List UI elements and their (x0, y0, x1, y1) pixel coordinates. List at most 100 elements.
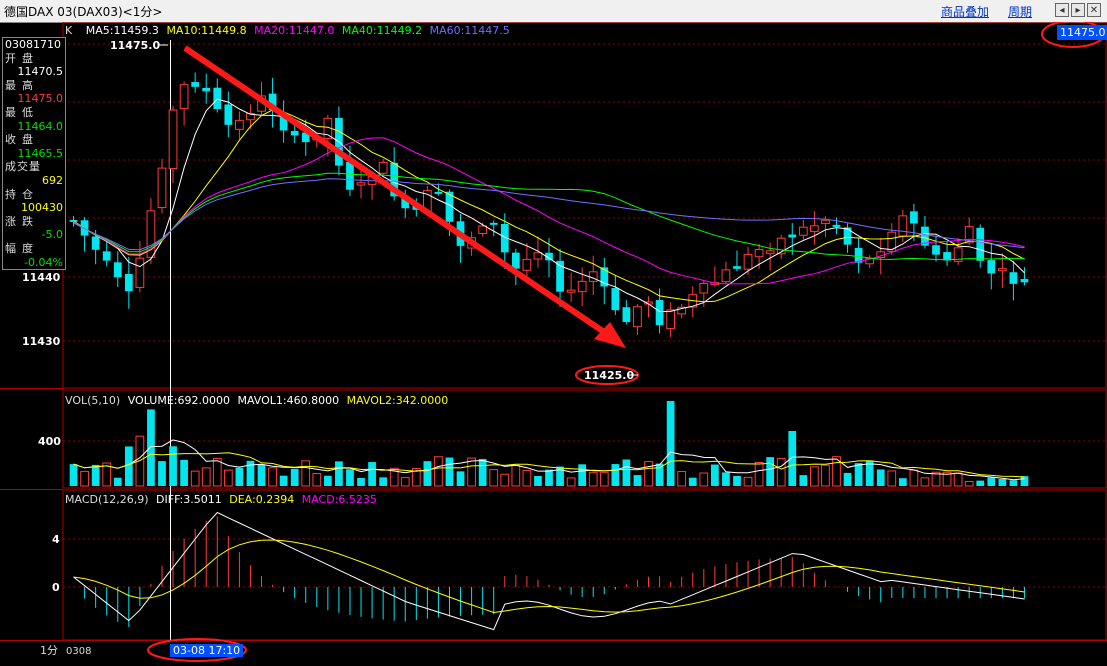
diff-line (73, 511, 1025, 631)
macd-y-tick-4: 4 (52, 533, 60, 546)
candle-body (821, 219, 830, 225)
volume-bar (212, 457, 222, 487)
volume-bar (500, 473, 510, 487)
prev-button[interactable]: ◂ (1055, 3, 1069, 17)
candle-body (135, 257, 145, 288)
candle (146, 198, 156, 264)
kline-chart[interactable]: 11475.0 11425.0 K MA5:11459.3 MA10:11449… (0, 22, 1107, 666)
candle-body (168, 109, 178, 170)
volume-bar (411, 468, 421, 487)
volume-panel-label: VOL(5,10) (65, 394, 120, 407)
candle (335, 106, 343, 176)
candle (721, 261, 731, 285)
volume-bar (1009, 480, 1018, 486)
macd-panel-label: MACD(12,26,9) (65, 493, 149, 506)
volume-bar (666, 401, 675, 486)
candle-body (511, 252, 520, 269)
close-button[interactable]: ✕ (1087, 3, 1101, 17)
candle (765, 242, 775, 271)
volume-bar (987, 477, 996, 486)
overlay-menu-link[interactable]: 商品叠加 (941, 5, 990, 19)
candle (810, 211, 819, 245)
candle (843, 223, 852, 253)
candle-body (246, 113, 255, 121)
volume-bar (346, 469, 354, 486)
candle (633, 304, 642, 335)
grid-lines (63, 43, 1106, 588)
next-button[interactable]: ▸ (1071, 3, 1085, 17)
candle-body (953, 247, 963, 262)
candle-body (622, 307, 631, 323)
volume-bar (357, 477, 365, 486)
candle (1020, 267, 1029, 286)
volume-bar (566, 477, 576, 487)
svg-text:K MA5:11459.3 MA10:114: K MA5:11459.3 MA10:11449.8 MA20:11447.0 … (65, 24, 510, 37)
cursor-time-badge: 03-08 17:10 (170, 644, 244, 657)
volume-bar (931, 471, 941, 487)
candle (622, 300, 631, 325)
candle-body (224, 104, 233, 125)
volume-bar (887, 470, 897, 487)
volume-bar (423, 461, 432, 486)
volume-bar (722, 472, 730, 486)
volume-bar (843, 472, 852, 486)
close-value: 11465.5 (17, 146, 64, 160)
candle (113, 251, 122, 288)
ma40-legend: MA40:11449.2 (342, 24, 422, 37)
info-box: 03081710 开盘 11470.5 最高 11475.0 最低 11464.… (2, 37, 66, 271)
volume-bar (733, 475, 741, 486)
volume-bar (854, 463, 863, 486)
volume-bar (556, 466, 564, 486)
candle (798, 220, 808, 240)
candle-body (191, 82, 200, 87)
candle (743, 246, 753, 275)
candle-body (401, 196, 410, 209)
y-tick-11430: 11430 (22, 335, 61, 348)
candle (80, 217, 89, 252)
info-time: 03081710 (5, 38, 61, 51)
candle-body (655, 300, 664, 326)
candle-body (378, 161, 388, 174)
ma10-legend: MA10:11449.8 (166, 24, 246, 37)
candle-body (500, 223, 509, 253)
candle-body (666, 309, 676, 329)
ma60-legend: MA60:11447.5 (430, 24, 510, 37)
candle (566, 272, 576, 302)
volume-bar (1020, 476, 1029, 486)
volume-bar (69, 464, 78, 486)
candle (776, 234, 786, 260)
volume-bar (776, 458, 786, 487)
volume-bar (953, 472, 963, 487)
candle (500, 213, 509, 269)
candle (677, 303, 687, 319)
main-panel-label: K (65, 24, 73, 37)
ma5-legend: MA5:11459.3 (86, 24, 159, 37)
candle-body (556, 260, 564, 292)
svg-text:VOL(5,10) VOLUME:692.0000: VOL(5,10) VOLUME:692.0000 MAVOL1:460.800… (65, 394, 448, 407)
period-menu-link[interactable]: 周期 (1008, 5, 1033, 19)
ma10-line (73, 109, 1025, 303)
candle-body (566, 289, 576, 293)
volume-bar (578, 464, 587, 486)
close-label: 收盘 (5, 133, 39, 147)
candle-body (235, 119, 244, 130)
volume-bar (268, 467, 277, 487)
candle (102, 241, 111, 267)
candle-body (102, 251, 111, 261)
volume-bar (998, 478, 1007, 486)
candle (588, 255, 598, 295)
svg-text:MACD(12,26,9) DIFF:3.5011: MACD(12,26,9) DIFF:3.5011 DEA:0.2394 MAC… (65, 493, 377, 506)
candle-body (1020, 279, 1029, 283)
open-value: 11470.5 (17, 65, 64, 79)
volume-bars (69, 401, 1029, 487)
volume-bar (323, 475, 332, 486)
volume-bar (246, 460, 255, 486)
volume-bar (743, 476, 753, 487)
candle-body (91, 236, 100, 250)
candle-body (943, 252, 951, 261)
candle (511, 248, 520, 286)
candle (987, 242, 996, 290)
mavol2-line (73, 452, 1025, 478)
candle-body (533, 252, 543, 260)
high-value: 11475.0 (17, 92, 64, 106)
